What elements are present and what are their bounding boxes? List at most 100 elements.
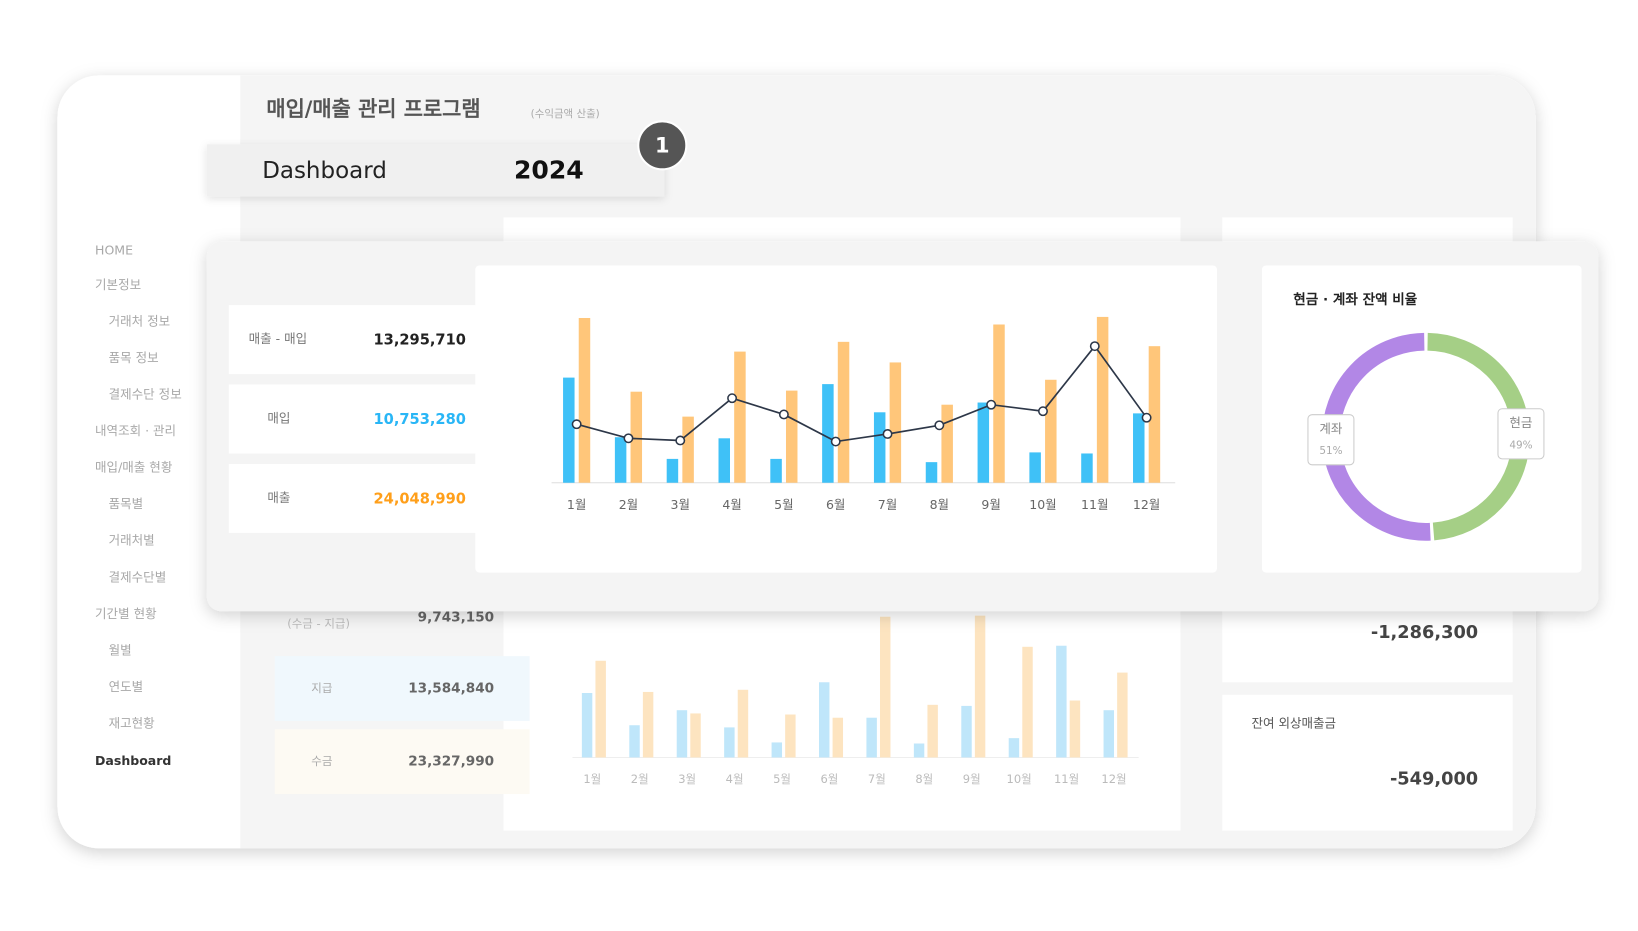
back-summary-label: (수금 - 지급) xyxy=(287,616,350,630)
x-tick-label: 4월 xyxy=(726,772,744,786)
bar xyxy=(1056,645,1067,758)
nav-item[interactable]: 결제수단별 xyxy=(109,569,167,584)
line-point xyxy=(934,420,945,431)
back-summary-label: 수금 xyxy=(311,754,332,768)
nav-item[interactable]: 품목 정보 xyxy=(109,350,159,365)
bar xyxy=(737,689,749,758)
summary-value: 13,295,710 xyxy=(373,332,465,349)
summary-label: 매입 xyxy=(267,411,290,426)
nav-item[interactable]: 연도별 xyxy=(109,679,144,694)
nav-item[interactable]: 거래처 정보 xyxy=(109,313,171,328)
nav-item[interactable]: HOME xyxy=(95,242,133,257)
back-card-value: -549,000 xyxy=(1390,769,1478,789)
x-tick-label: 8월 xyxy=(930,497,949,512)
back-chart: 1월 2월 3월 4월 5월 6월 7월 8월 9월 10월 11월 12월 xyxy=(581,615,1128,786)
bar xyxy=(614,437,627,483)
bar xyxy=(642,691,654,758)
bar xyxy=(925,462,938,483)
x-tick-label: 6월 xyxy=(826,497,845,512)
bar xyxy=(974,615,986,758)
nav-item[interactable]: 월별 xyxy=(109,642,132,657)
bar xyxy=(1148,346,1161,483)
x-tick-label: 3월 xyxy=(671,497,690,512)
bar xyxy=(690,713,701,758)
bar xyxy=(913,743,925,758)
back-card-value: -1,286,300 xyxy=(1371,623,1478,643)
bar xyxy=(822,384,834,483)
bar xyxy=(1022,646,1033,758)
step-marker xyxy=(637,120,688,171)
donut-chart: 현금 49% 계좌 51% xyxy=(1307,332,1545,541)
bar xyxy=(977,402,990,483)
bar xyxy=(866,717,877,758)
line-point xyxy=(571,419,582,430)
bar xyxy=(629,725,640,758)
nav-item[interactable]: 재고현황 xyxy=(109,716,156,731)
bar xyxy=(1029,452,1041,483)
bar xyxy=(581,693,593,758)
donut-label: 계좌 xyxy=(1319,421,1343,436)
summary-card xyxy=(228,384,506,454)
x-tick-label: 9월 xyxy=(981,497,1000,512)
x-tick-label: 5월 xyxy=(773,772,791,786)
bar xyxy=(578,317,591,483)
bar xyxy=(832,717,844,758)
x-tick-label: 3월 xyxy=(678,772,696,786)
donut-value-label: 51% xyxy=(1319,445,1342,457)
x-tick-label: 10월 xyxy=(1029,497,1056,512)
bar xyxy=(785,714,796,758)
line-point xyxy=(778,409,789,420)
x-tick-label: 5월 xyxy=(774,497,793,512)
back-summary-box xyxy=(274,729,530,795)
badge xyxy=(206,144,665,197)
x-tick-label: 8월 xyxy=(915,772,933,786)
nav-item[interactable]: 기간별 현황 xyxy=(95,606,157,621)
bar xyxy=(941,404,953,483)
nav-item[interactable]: 거래처별 xyxy=(109,533,155,548)
bar xyxy=(771,742,783,758)
x-tick-label: 6월 xyxy=(821,772,839,786)
line-point xyxy=(675,435,686,446)
nav-item[interactable]: 기본정보 xyxy=(95,277,141,292)
bar xyxy=(1081,453,1093,483)
back-card-label: 잔여 외상매출금 xyxy=(1251,716,1336,731)
nav-item-active[interactable]: Dashboard xyxy=(95,753,171,768)
x-tick-label: 4월 xyxy=(722,497,741,512)
bar xyxy=(1117,672,1128,758)
bar xyxy=(682,416,694,483)
bar xyxy=(595,660,606,758)
back-summary-box xyxy=(274,656,530,721)
line-point xyxy=(986,399,997,410)
nav-item[interactable]: 결제수단 정보 xyxy=(109,386,182,401)
bar xyxy=(734,351,746,483)
bar xyxy=(993,324,1005,483)
nav-item[interactable]: 매입/매출 현황 xyxy=(95,460,173,475)
x-tick-label: 12월 xyxy=(1101,772,1126,786)
x-tick-label: 7월 xyxy=(868,772,886,786)
x-tick-label: 1월 xyxy=(567,497,586,512)
bar xyxy=(718,438,730,483)
line xyxy=(576,344,1148,443)
x-tick-label: 12월 xyxy=(1133,497,1160,512)
back-summary-value: 23,327,990 xyxy=(408,754,494,770)
nav-item[interactable]: 내역조회 · 관리 xyxy=(95,423,176,438)
back-card xyxy=(1222,694,1513,831)
x-tick-label: 10월 xyxy=(1007,772,1032,786)
back-summary-value: 9,743,150 xyxy=(418,609,494,625)
line-point xyxy=(623,433,634,444)
nav-item[interactable]: 품목별 xyxy=(109,496,144,511)
title: 매입/매출 관리 프로그램 xyxy=(266,97,480,121)
line-point xyxy=(882,429,893,439)
line-point xyxy=(727,393,738,404)
bar xyxy=(1069,700,1081,758)
bar xyxy=(770,458,782,483)
bar xyxy=(630,391,643,483)
x-tick-label: 1월 xyxy=(583,772,601,786)
bar xyxy=(1045,379,1057,483)
x-tick-label: 2월 xyxy=(619,497,638,512)
donut-value-label: 49% xyxy=(1509,439,1532,451)
bar xyxy=(724,727,735,758)
badge-year: 2024 xyxy=(514,155,584,184)
summary-label: 매출 - 매입 xyxy=(249,331,308,346)
